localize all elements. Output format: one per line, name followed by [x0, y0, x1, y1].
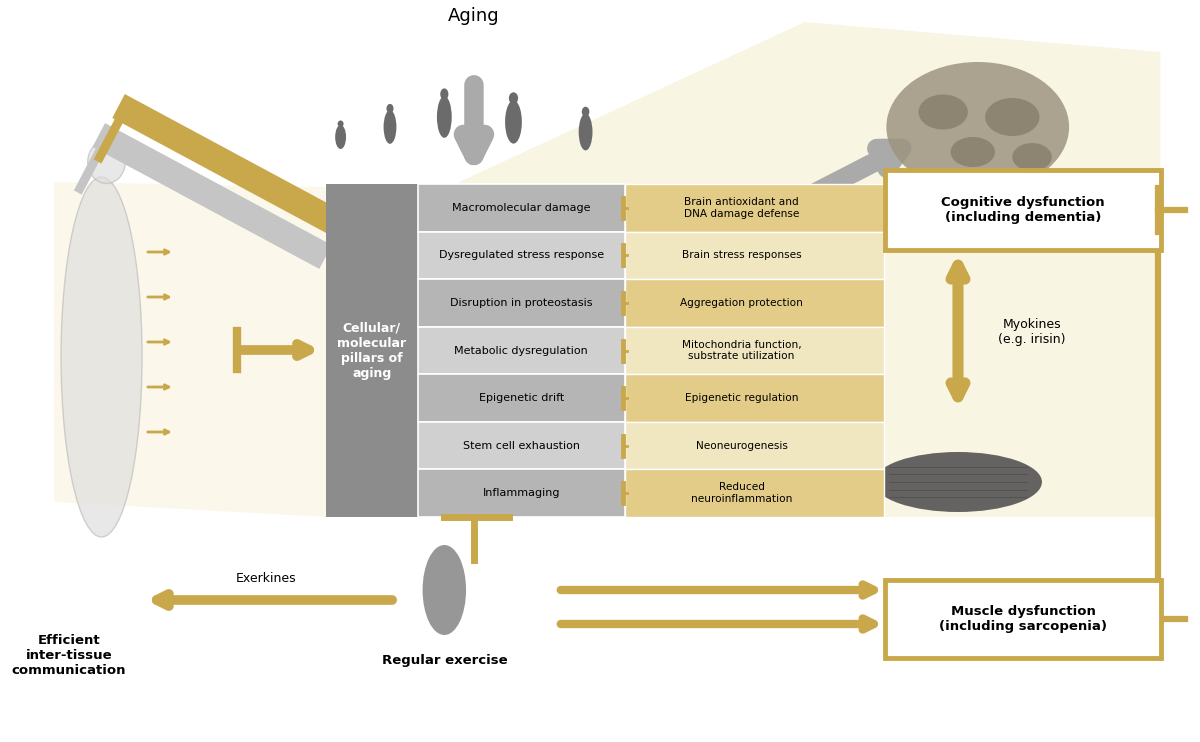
Polygon shape: [625, 470, 884, 517]
Polygon shape: [625, 422, 884, 470]
Ellipse shape: [509, 92, 518, 104]
Ellipse shape: [88, 140, 125, 183]
Polygon shape: [625, 232, 884, 279]
Text: Efficient
inter-tissue
communication: Efficient inter-tissue communication: [12, 634, 126, 677]
Polygon shape: [74, 137, 109, 194]
Ellipse shape: [422, 545, 466, 635]
FancyBboxPatch shape: [418, 374, 625, 422]
Text: Regular exercise: Regular exercise: [382, 654, 508, 667]
FancyBboxPatch shape: [418, 326, 625, 374]
Text: Epigenetic drift: Epigenetic drift: [479, 393, 564, 403]
Polygon shape: [625, 184, 884, 517]
FancyBboxPatch shape: [418, 184, 625, 232]
FancyBboxPatch shape: [418, 470, 625, 517]
Ellipse shape: [437, 96, 451, 138]
Text: Myokines
(e.g. irisin): Myokines (e.g. irisin): [998, 318, 1066, 346]
Ellipse shape: [61, 177, 142, 537]
Ellipse shape: [335, 125, 346, 149]
Polygon shape: [460, 22, 1160, 517]
Ellipse shape: [985, 98, 1039, 136]
Ellipse shape: [337, 120, 343, 127]
Ellipse shape: [918, 94, 968, 130]
Text: Stem cell exhaustion: Stem cell exhaustion: [463, 441, 580, 450]
Polygon shape: [113, 94, 352, 240]
Text: Reduced
neuroinflammation: Reduced neuroinflammation: [691, 482, 792, 504]
FancyBboxPatch shape: [418, 279, 625, 326]
Polygon shape: [94, 106, 130, 163]
Text: Disruption in proteostasis: Disruption in proteostasis: [450, 298, 593, 308]
Ellipse shape: [440, 88, 449, 100]
Ellipse shape: [505, 100, 522, 144]
Text: Metabolic dysregulation: Metabolic dysregulation: [455, 346, 588, 355]
Polygon shape: [625, 184, 884, 232]
FancyBboxPatch shape: [884, 580, 1162, 658]
Ellipse shape: [578, 114, 593, 151]
Polygon shape: [92, 123, 332, 269]
Polygon shape: [325, 184, 418, 517]
Text: Exerkines: Exerkines: [236, 572, 296, 585]
Polygon shape: [54, 182, 325, 517]
Text: Aging: Aging: [448, 7, 499, 25]
Ellipse shape: [874, 452, 1042, 512]
Text: Epigenetic regulation: Epigenetic regulation: [685, 393, 798, 403]
Text: Neoneurogenesis: Neoneurogenesis: [696, 441, 787, 450]
Ellipse shape: [887, 62, 1069, 192]
Text: Macromolecular damage: Macromolecular damage: [452, 203, 590, 213]
Text: Cognitive dysfunction
(including dementia): Cognitive dysfunction (including dementi…: [941, 196, 1105, 224]
Ellipse shape: [582, 107, 589, 116]
Text: Muscle dysfunction
(including sarcopenia): Muscle dysfunction (including sarcopenia…: [940, 605, 1108, 633]
Text: Aggregation protection: Aggregation protection: [680, 298, 803, 308]
FancyBboxPatch shape: [418, 232, 625, 279]
Polygon shape: [625, 374, 884, 422]
Ellipse shape: [386, 104, 394, 113]
Text: Inflammaging: Inflammaging: [482, 488, 560, 498]
FancyBboxPatch shape: [418, 422, 625, 470]
Text: Brain stress responses: Brain stress responses: [682, 250, 802, 260]
Polygon shape: [625, 326, 884, 374]
Text: Mitochondria function,
substrate utilization: Mitochondria function, substrate utiliza…: [682, 340, 802, 361]
Ellipse shape: [1013, 143, 1052, 171]
Polygon shape: [625, 279, 884, 326]
Text: Cellular/
molecular
pillars of
aging: Cellular/ molecular pillars of aging: [337, 321, 407, 379]
Text: Dysregulated stress response: Dysregulated stress response: [439, 250, 604, 260]
Text: Brain antioxidant and
DNA damage defense: Brain antioxidant and DNA damage defense: [684, 197, 799, 219]
FancyBboxPatch shape: [884, 170, 1162, 250]
Ellipse shape: [950, 137, 995, 167]
Ellipse shape: [384, 111, 396, 144]
